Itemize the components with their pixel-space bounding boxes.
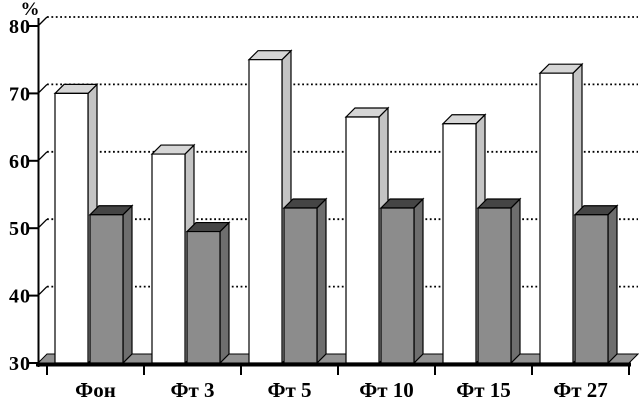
bar-front-face (89, 214, 124, 364)
bar-side-face (316, 197, 327, 365)
bar-front-face (574, 214, 609, 364)
category-label: Фт 15 (456, 378, 511, 402)
bar-front-face (477, 207, 512, 364)
bar-series-2-dark (185, 221, 231, 365)
bar-side-face (607, 204, 618, 365)
bar-group (53, 82, 134, 365)
bar-front-face (539, 72, 574, 364)
bar-series-2-dark (282, 197, 328, 365)
bar-side-face (219, 221, 230, 365)
bar-series-2-dark (476, 197, 522, 365)
bar-group (538, 62, 619, 365)
bar-front-face (186, 230, 221, 364)
bar-front-face (248, 59, 283, 364)
bar-group (441, 113, 522, 365)
y-axis-unit-label: % (21, 0, 40, 20)
bar-series-2-dark (379, 197, 425, 365)
y-tick-label: 80 (9, 16, 31, 38)
y-tick-label: 40 (9, 286, 31, 308)
y-tick-label: 60 (9, 151, 31, 173)
bar-series-2-dark (88, 204, 134, 365)
bar-front-face (54, 92, 89, 364)
category-label: Фт 5 (267, 378, 311, 402)
bar-side-face (413, 197, 424, 365)
y-tick-label: 30 (9, 353, 31, 375)
category-label: Фон (75, 378, 116, 402)
bar-front-face (283, 207, 318, 364)
bar-side-face (510, 197, 521, 365)
bar-front-face (151, 153, 186, 364)
bar-side-face (122, 204, 133, 365)
y-tick-label: 50 (9, 218, 31, 240)
bar-group (344, 106, 425, 365)
bar-group (150, 143, 231, 365)
category-label: Фт 3 (170, 378, 214, 402)
bar-series-2-dark (573, 204, 619, 365)
bar-group (247, 49, 328, 365)
category-label: Фт 10 (359, 378, 414, 402)
bar-front-face (380, 207, 415, 364)
y-tick-label: 70 (9, 83, 31, 105)
bar-front-face (345, 116, 380, 364)
bar-front-face (442, 123, 477, 364)
category-label: Фт 27 (553, 378, 608, 402)
